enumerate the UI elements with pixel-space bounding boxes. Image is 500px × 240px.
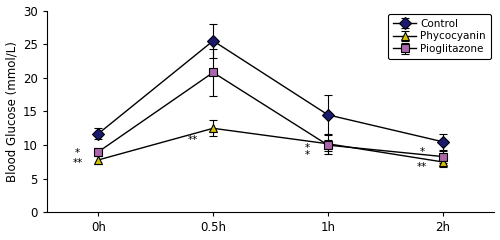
Legend: Control, Phycocyanin, Pioglitazone: Control, Phycocyanin, Pioglitazone	[388, 14, 492, 59]
Text: *: *	[304, 144, 310, 154]
Text: **: **	[188, 135, 198, 145]
Text: **: **	[72, 158, 83, 168]
Text: *: *	[420, 147, 424, 157]
Text: *: *	[304, 150, 310, 160]
Y-axis label: Blood Glucose (mmol/L): Blood Glucose (mmol/L)	[6, 41, 18, 182]
Text: *: *	[75, 148, 80, 157]
Text: **: **	[417, 162, 427, 172]
